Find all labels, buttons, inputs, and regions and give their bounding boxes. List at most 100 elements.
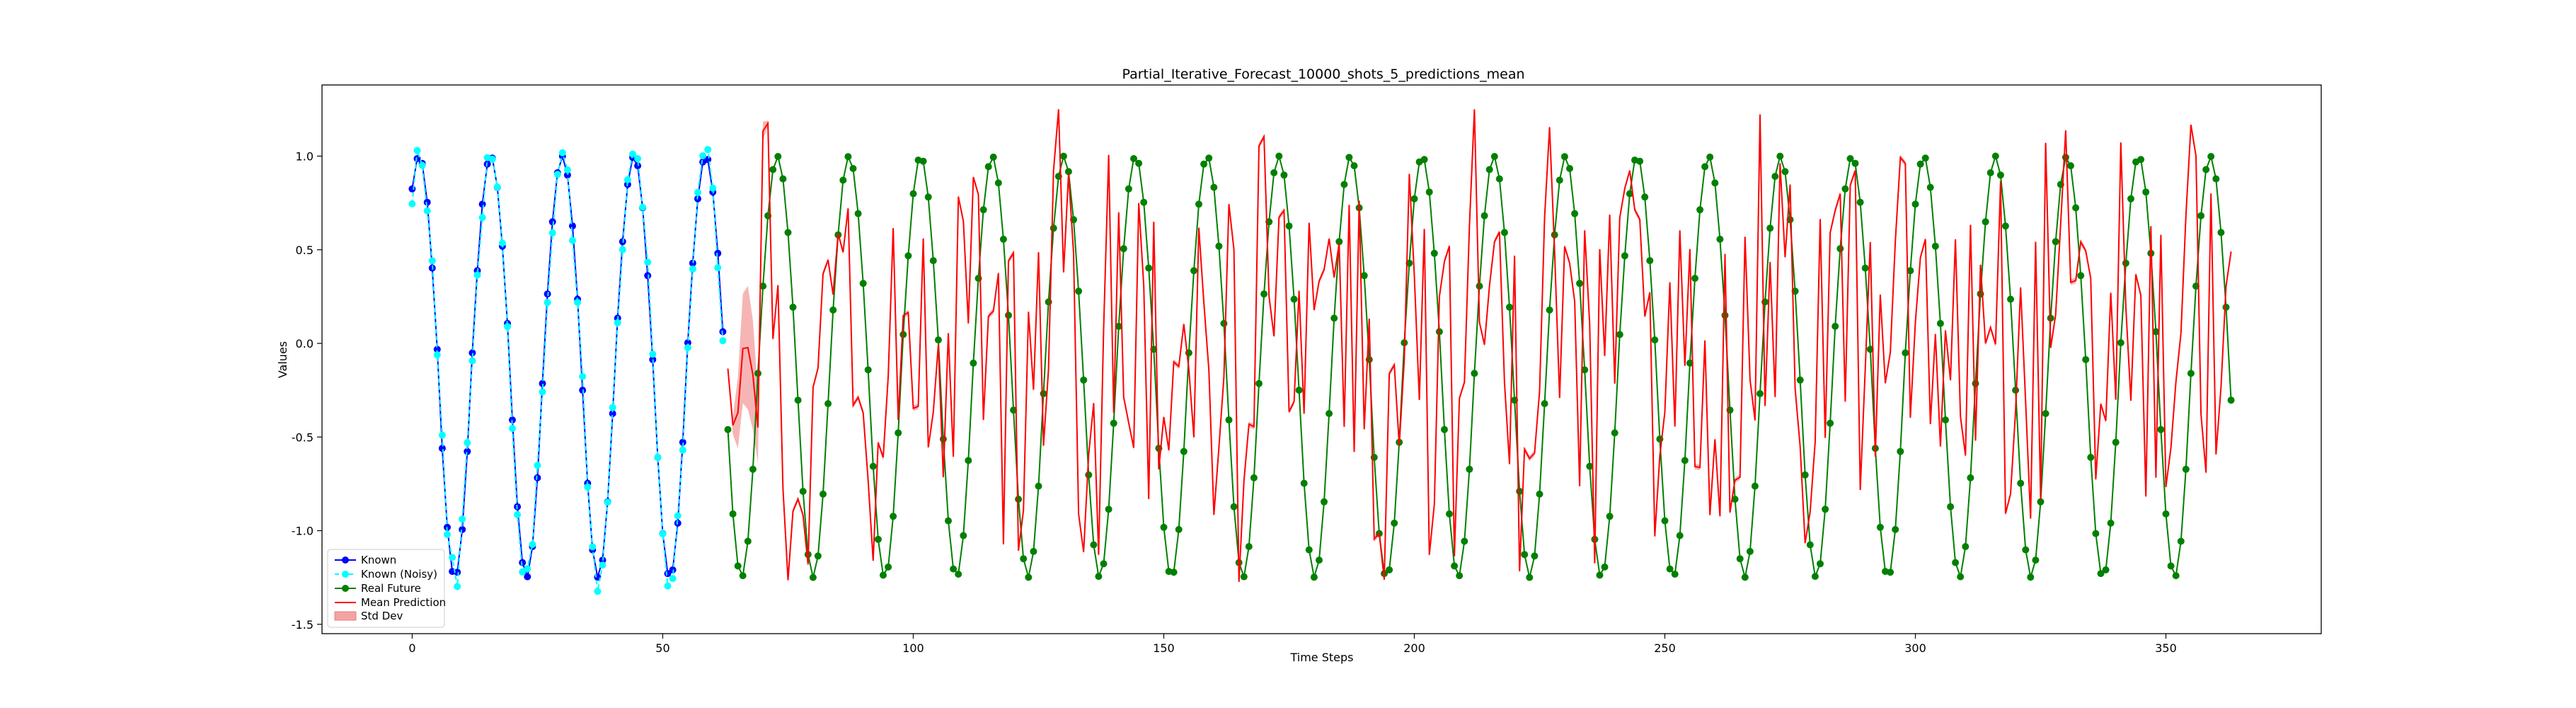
known-noisy-point [459,515,466,523]
real-future-point [1986,169,1994,176]
x-tick-label: 200 [1403,641,1425,655]
real-future-point [1345,154,1353,161]
real-future-point [2042,410,2049,418]
real-future-point [1485,166,1493,173]
real-future-point [1546,306,1553,314]
legend-marker-known-noisy [342,571,349,578]
real-future-point [844,153,852,161]
real-future-point [924,193,932,201]
y-tick-label: 0.5 [296,244,314,257]
real-future-point [2172,572,2180,580]
real-future-point [1521,551,1529,559]
real-future-point [2187,370,2195,377]
real-future-point [769,166,777,173]
known-point [684,339,691,347]
real-future-point [1210,183,1218,191]
real-future-point [1651,336,1659,344]
real-future-point [1536,490,1543,498]
real-future-point [2157,426,2165,433]
known-noisy-point [634,155,642,162]
known-point [534,474,541,481]
real-future-point [1721,312,1729,319]
real-future-point [1495,175,1503,183]
real-future-point [809,573,817,581]
real-future-point [2207,153,2215,160]
known-noisy-point [539,388,546,396]
x-tick-label: 0 [408,641,415,655]
real-future-point [2137,156,2145,164]
real-future-point [1691,275,1698,282]
real-future-point [2067,162,2074,170]
real-future-point [895,429,902,437]
real-future-point [1335,238,1343,246]
real-future-point [1300,479,1308,487]
legend-box [327,549,445,628]
real-future-point [1125,185,1132,193]
real-future-point [1621,252,1628,260]
real-future-point [1245,543,1253,550]
real-future-point [734,562,742,570]
known-point [438,445,446,452]
real-future-point [2167,562,2175,570]
real-future-point [1175,525,1183,533]
real-future-point [1064,168,1072,176]
real-future-point [2222,303,2230,311]
real-future-point [1566,165,1573,172]
real-future-point [1059,152,1067,160]
real-future-point [2112,438,2120,446]
real-future-point [1500,229,1508,236]
legend-item-std-dev: Std Dev [334,610,403,622]
real-future-point [1085,471,1093,479]
real-future-point [1145,264,1153,272]
real-future-point [1386,566,1393,573]
real-future-point [1801,471,1809,479]
real-future-point [1195,200,1202,208]
real-future-point [1285,222,1293,230]
real-future-point [1290,295,1298,303]
real-future-point [1215,242,1223,250]
real-future-point [854,210,862,217]
known-noisy-point [428,257,436,265]
real-future-point [945,517,952,525]
x-tick-label: 300 [1904,641,1926,655]
real-future-point [1160,523,1168,531]
real-future-point [1897,447,1904,455]
known-noisy-point [423,207,431,215]
real-future-point [1410,195,1418,202]
real-future-point [1340,181,1348,188]
real-future-point [1911,200,1919,208]
real-future-point [1480,212,1488,219]
known-point [539,379,546,387]
real-future-point [1295,387,1303,394]
known-point [433,346,441,353]
known-point [689,259,696,267]
real-future-point [1606,513,1614,520]
real-future-point [789,303,797,311]
real-future-point [2001,222,2009,230]
real-future-point [1350,162,1358,170]
real-future-point [909,190,917,198]
real-future-point [999,235,1007,243]
real-future-point [1861,264,1869,272]
real-future-point [1972,379,1979,387]
real-future-point [2192,282,2200,290]
known-noisy-point [548,229,556,236]
real-future-point [754,370,761,377]
real-future-point [2022,546,2030,554]
real-future-point [2047,314,2054,322]
real-future-point [1716,235,1724,243]
real-future-point [1420,156,1428,164]
real-future-point [1556,176,1563,184]
real-future-point [1260,290,1268,298]
known-noisy-point [674,512,682,520]
x-tick-label: 50 [655,641,669,655]
real-future-point [1115,322,1122,330]
real-future-point [1461,537,1468,545]
known-noisy-point [623,176,631,183]
real-future-point [1581,366,1589,374]
known-noisy-point [639,203,647,211]
real-future-point [814,552,822,560]
real-future-point [965,457,972,464]
real-future-point [1806,541,1814,549]
real-future-point [2072,204,2080,212]
